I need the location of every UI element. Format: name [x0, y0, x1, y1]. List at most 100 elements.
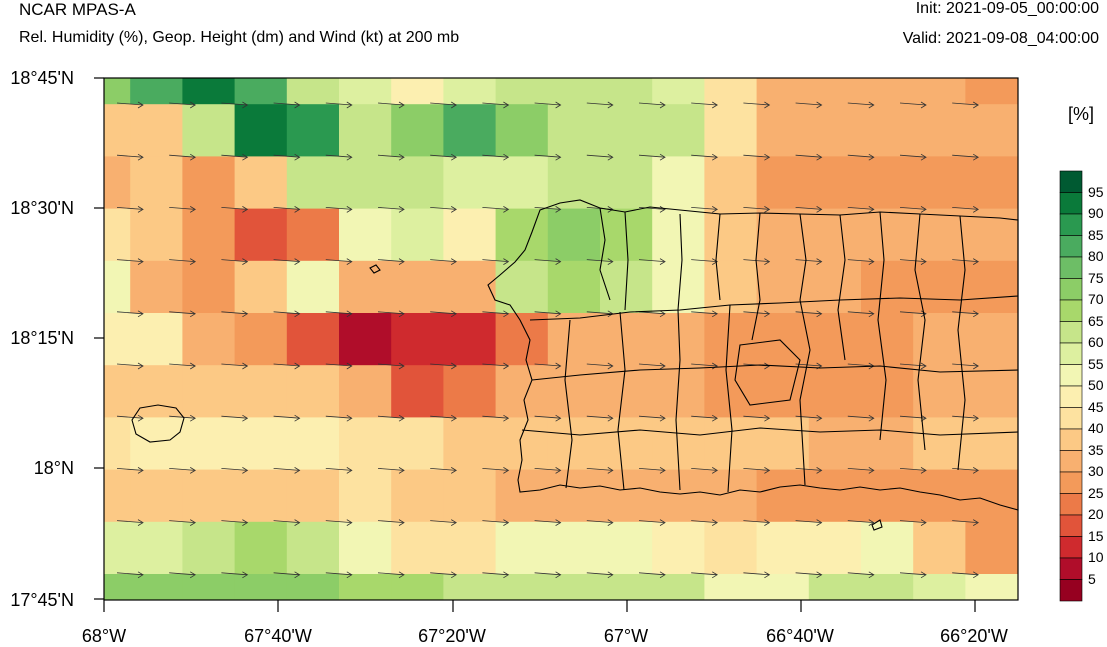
- wind-arrow: [430, 519, 457, 526]
- rh-cell: [704, 521, 758, 575]
- pr-coastline: [487, 199, 1019, 511]
- rh-cell: [965, 78, 1019, 105]
- rh-cell: [234, 156, 288, 210]
- colorbar-label: 50: [1088, 377, 1104, 393]
- wind-arrow: [482, 362, 510, 370]
- wind-arrow: [482, 571, 510, 579]
- wind-arrow: [116, 153, 144, 161]
- rh-cell: [808, 104, 862, 157]
- muni-line: [675, 213, 683, 491]
- muni-line: [521, 427, 1019, 436]
- rh-cell: [808, 574, 862, 601]
- rh-cell: [339, 260, 392, 314]
- rh-cell: [913, 365, 966, 418]
- valid-time: Valid: 2021-09-08_04:00:00: [902, 30, 1099, 47]
- wind-arrow: [377, 258, 405, 265]
- wind-arrow: [847, 467, 875, 474]
- colorbar-label: 55: [1088, 355, 1104, 372]
- wind-arrow: [273, 310, 301, 318]
- y-tick-label: 18°N: [33, 458, 74, 478]
- wind-arrow: [638, 414, 666, 422]
- wind-arrow: [482, 310, 510, 318]
- wind-arrow: [273, 467, 301, 474]
- wind-arrow: [847, 571, 875, 579]
- rh-cell: [913, 208, 966, 262]
- wind-arrow: [534, 206, 562, 213]
- rh-cell: [861, 365, 914, 418]
- wind-arrow: [899, 310, 927, 318]
- rh-cell: [182, 521, 236, 575]
- wind-arrow: [482, 206, 510, 213]
- coastline-boundaries: [131, 199, 1019, 531]
- wind-arrow: [430, 310, 457, 318]
- rh-cell: [808, 365, 862, 418]
- wind-arrow: [273, 571, 301, 579]
- colorbar-label: 10: [1088, 549, 1104, 565]
- wind-arrow: [899, 206, 927, 213]
- wind-arrow: [169, 571, 196, 579]
- rh-cell: [443, 521, 497, 575]
- colorbar-swatch: [1059, 514, 1083, 537]
- rh-cell: [391, 78, 444, 105]
- rh-cell: [130, 469, 183, 523]
- wind-arrow: [586, 571, 614, 579]
- rh-cell: [286, 208, 340, 262]
- rh-cell: [443, 260, 497, 314]
- rh-cell: [104, 574, 131, 601]
- wind-arrow: [273, 206, 301, 213]
- rh-cell: [495, 469, 549, 523]
- rh-cell: [913, 78, 966, 105]
- rh-cell: [104, 469, 131, 523]
- rh-cell: [234, 313, 288, 366]
- colorbar-label: 25: [1088, 484, 1104, 501]
- wind-arrow: [795, 153, 823, 161]
- wind-arrow: [377, 101, 405, 109]
- rh-cell: [495, 260, 549, 314]
- wind-arrow: [221, 258, 249, 265]
- wind-arrow: [325, 101, 353, 109]
- rh-cell: [443, 574, 497, 601]
- wind-arrow: [795, 258, 823, 265]
- rh-cell: [443, 365, 497, 418]
- rh-cell: [234, 417, 288, 471]
- rh-cell: [443, 156, 497, 210]
- wind-arrow: [691, 153, 718, 161]
- rh-cell: [965, 469, 1019, 523]
- wind-arrow: [221, 467, 249, 474]
- wind-arrow: [847, 206, 875, 213]
- wind-arrow: [952, 519, 979, 526]
- rh-cell: [547, 104, 601, 157]
- rh-cell: [234, 260, 288, 314]
- wind-arrow: [586, 101, 614, 109]
- rh-cell: [704, 78, 758, 105]
- rh-cell: [182, 574, 236, 601]
- rh-cell: [495, 313, 549, 366]
- wind-arrow: [377, 362, 405, 370]
- rh-cell: [286, 521, 340, 575]
- wind-arrow: [952, 206, 979, 213]
- wind-arrow: [377, 153, 405, 161]
- wind-arrow: [847, 519, 875, 526]
- rh-cell: [861, 313, 914, 366]
- muni-line: [725, 304, 733, 493]
- wind-arrow: [638, 101, 666, 109]
- wind-arrow: [116, 206, 144, 213]
- rh-cell: [391, 469, 444, 523]
- wind-arrow: [743, 571, 771, 579]
- wind-arrow: [169, 101, 196, 109]
- wind-arrow: [430, 467, 457, 474]
- rh-cell: [495, 365, 549, 418]
- wind-arrow: [638, 310, 666, 318]
- rh-cell: [547, 417, 601, 471]
- rh-cell: [286, 417, 340, 471]
- rh-cell: [182, 104, 236, 157]
- wind-arrow: [482, 414, 510, 422]
- rh-cell: [913, 574, 966, 601]
- colorbar-label: 45: [1088, 398, 1104, 415]
- rh-cell: [182, 469, 236, 523]
- wind-arrow: [273, 258, 301, 265]
- rh-cell: [104, 365, 131, 418]
- rh-cell: [652, 469, 705, 523]
- rh-cell: [339, 469, 392, 523]
- muni-line: [751, 212, 761, 341]
